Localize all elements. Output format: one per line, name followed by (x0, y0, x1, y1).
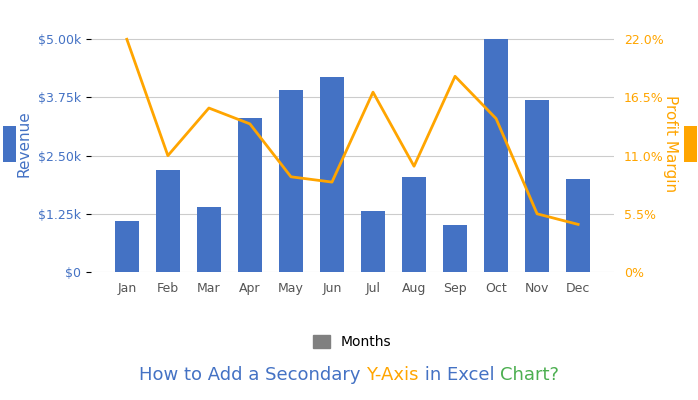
Text: Profit Margin: Profit Margin (662, 96, 678, 192)
Text: Y-Axis: Y-Axis (366, 366, 419, 384)
Bar (279, 90, 303, 272)
Text: How to Add a Secondary: How to Add a Secondary (139, 366, 366, 384)
Bar (402, 176, 426, 272)
Bar (566, 179, 591, 272)
Bar (484, 39, 508, 272)
Bar (197, 207, 221, 272)
Bar (525, 100, 549, 272)
Bar (114, 221, 139, 272)
Bar (361, 212, 385, 272)
Bar (320, 76, 344, 272)
Text: Revenue: Revenue (17, 111, 32, 177)
Bar (443, 226, 468, 272)
Text: in Excel: in Excel (419, 366, 500, 384)
Bar (237, 118, 262, 272)
Text: Chart?: Chart? (500, 366, 559, 384)
Bar (156, 170, 180, 272)
Legend: Months: Months (313, 335, 392, 349)
